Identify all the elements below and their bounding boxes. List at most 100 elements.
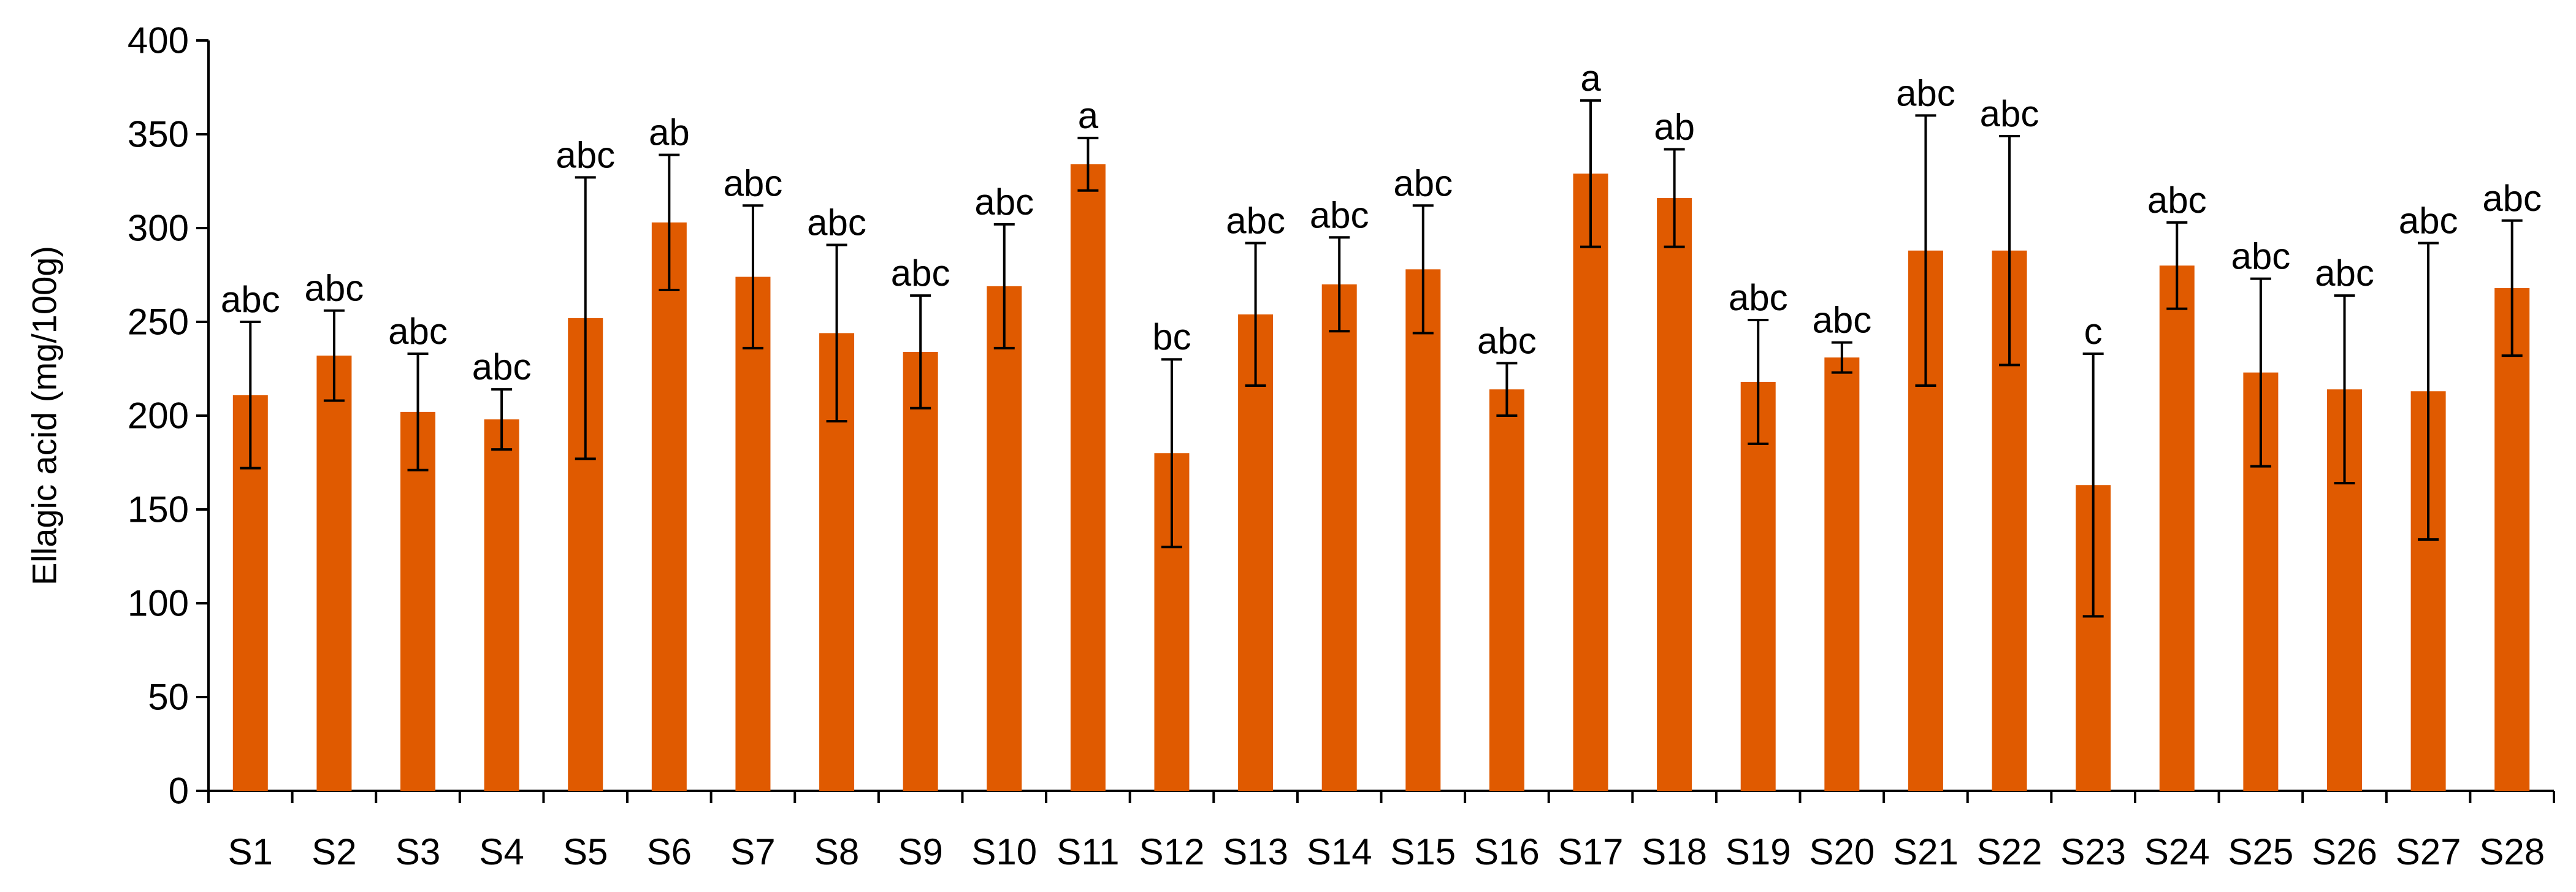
- significance-label: abc: [2482, 178, 2542, 219]
- error-bar: [1831, 341, 1852, 374]
- x-tick-label: S18: [1642, 831, 1707, 872]
- x-tick-label: S24: [2144, 831, 2210, 872]
- x-tick-label: S20: [1809, 831, 1875, 872]
- y-tick-label: 400: [128, 20, 189, 61]
- error-bars: [240, 99, 2523, 618]
- significance-label: abc: [807, 202, 866, 243]
- error-bar: [1496, 362, 1518, 417]
- significance-label: abc: [1393, 162, 1453, 204]
- x-tick-label: S28: [2479, 831, 2545, 872]
- x-tick-label: S13: [1223, 831, 1288, 872]
- bars: [232, 164, 2530, 791]
- x-tick-label: S21: [1893, 831, 1959, 872]
- significance-label: abc: [974, 181, 1034, 223]
- y-tick-label: 300: [128, 208, 189, 249]
- error-bar: [1580, 99, 1602, 248]
- significance-label: abc: [1226, 200, 1285, 241]
- significance-label: a: [1078, 95, 1099, 136]
- x-tick-label: S2: [311, 831, 356, 872]
- bar: [1070, 164, 1106, 791]
- y-tick-label: 350: [128, 114, 189, 155]
- x-tick-label: S17: [1558, 831, 1624, 872]
- error-bar: [1161, 358, 1182, 549]
- error-bar: [2501, 219, 2523, 357]
- y-tick-label: 50: [148, 677, 189, 718]
- y-axis-label-group: Ellagic acid (mg/100g): [25, 246, 64, 585]
- x-tick-label: S1: [228, 831, 273, 872]
- error-bar: [1245, 242, 1266, 387]
- bar: [484, 419, 519, 791]
- error-bar: [2334, 294, 2355, 485]
- x-tick-label: S8: [814, 831, 859, 872]
- x-tick-label: S19: [1726, 831, 1791, 872]
- error-bar: [742, 204, 763, 349]
- significance-label: abc: [2399, 200, 2458, 241]
- error-bar: [1077, 137, 1099, 192]
- x-ticks: S1 S2 S3 S4 S5 S6 S7 S8 S9 S10 S11 S12 S13 S14 S15 S16 S…: [207, 791, 2555, 872]
- error-bar: [575, 176, 596, 460]
- bar: [400, 411, 436, 791]
- y-axis-label: Ellagic acid (mg/100g): [25, 246, 64, 585]
- error-bar: [1748, 318, 1769, 445]
- bar: [1321, 284, 1357, 791]
- y-tick-label: 250: [128, 302, 189, 343]
- significance-label: abc: [221, 279, 280, 320]
- bar: [1657, 198, 1692, 791]
- error-bar: [826, 243, 847, 423]
- x-tick-label: S7: [730, 831, 775, 872]
- error-bar: [323, 309, 345, 402]
- y-ticks: 0 50 100 150 200 250 300 350 400: [128, 20, 208, 812]
- error-bar: [910, 294, 931, 410]
- significance-label: c: [2084, 311, 2103, 352]
- bar: [1824, 357, 1860, 791]
- error-bar: [1329, 236, 1350, 333]
- significance-label: abc: [1980, 93, 2039, 134]
- y-tick-label: 0: [169, 771, 189, 812]
- bar: [987, 286, 1022, 791]
- x-tick-label: S4: [479, 831, 524, 872]
- error-bar: [491, 388, 513, 451]
- x-tick-label: S22: [1977, 831, 2043, 872]
- significance-label: abc: [891, 253, 950, 294]
- bar: [1573, 173, 1608, 791]
- x-tick-label: S16: [1474, 831, 1540, 872]
- bar: [2494, 288, 2530, 791]
- significance-label: abc: [388, 311, 448, 352]
- x-tick-label: S6: [647, 831, 692, 872]
- error-bar: [240, 321, 261, 470]
- error-bar: [1999, 135, 2020, 367]
- error-bar: [993, 223, 1015, 349]
- x-tick-label: S3: [396, 831, 440, 872]
- significance-label: abc: [472, 346, 532, 387]
- significance-label: abc: [305, 268, 364, 309]
- error-bar: [2166, 221, 2188, 310]
- significance-label: ab: [649, 112, 690, 153]
- error-bar: [2250, 277, 2271, 468]
- x-tick-label: S27: [2396, 831, 2461, 872]
- significance-label: abc: [2315, 253, 2374, 294]
- x-tick-label: S12: [1139, 831, 1205, 872]
- significance-label: abc: [1729, 277, 1788, 318]
- bar: [735, 276, 771, 791]
- y-tick-label: 150: [128, 489, 189, 530]
- bar: [651, 222, 687, 791]
- bar: [316, 356, 352, 791]
- x-tick-label: S11: [1057, 831, 1119, 872]
- x-tick-label: S26: [2312, 831, 2377, 872]
- bar: [1489, 389, 1524, 791]
- significance-label: ab: [1654, 106, 1695, 147]
- significance-label: abc: [556, 134, 615, 175]
- y-tick-label: 100: [128, 583, 189, 624]
- significance-label: abc: [2231, 236, 2291, 277]
- significance-label: a: [1580, 58, 1601, 99]
- error-bar: [1664, 148, 1685, 248]
- significance-label: abc: [2147, 180, 2207, 221]
- significance-label: abc: [1310, 194, 1369, 235]
- x-tick-label: S14: [1307, 831, 1372, 872]
- y-tick-label: 200: [128, 395, 189, 436]
- x-tick-label: S23: [2060, 831, 2126, 872]
- bar: [903, 351, 938, 791]
- error-bar: [2082, 353, 2104, 618]
- error-bar: [1915, 114, 1936, 387]
